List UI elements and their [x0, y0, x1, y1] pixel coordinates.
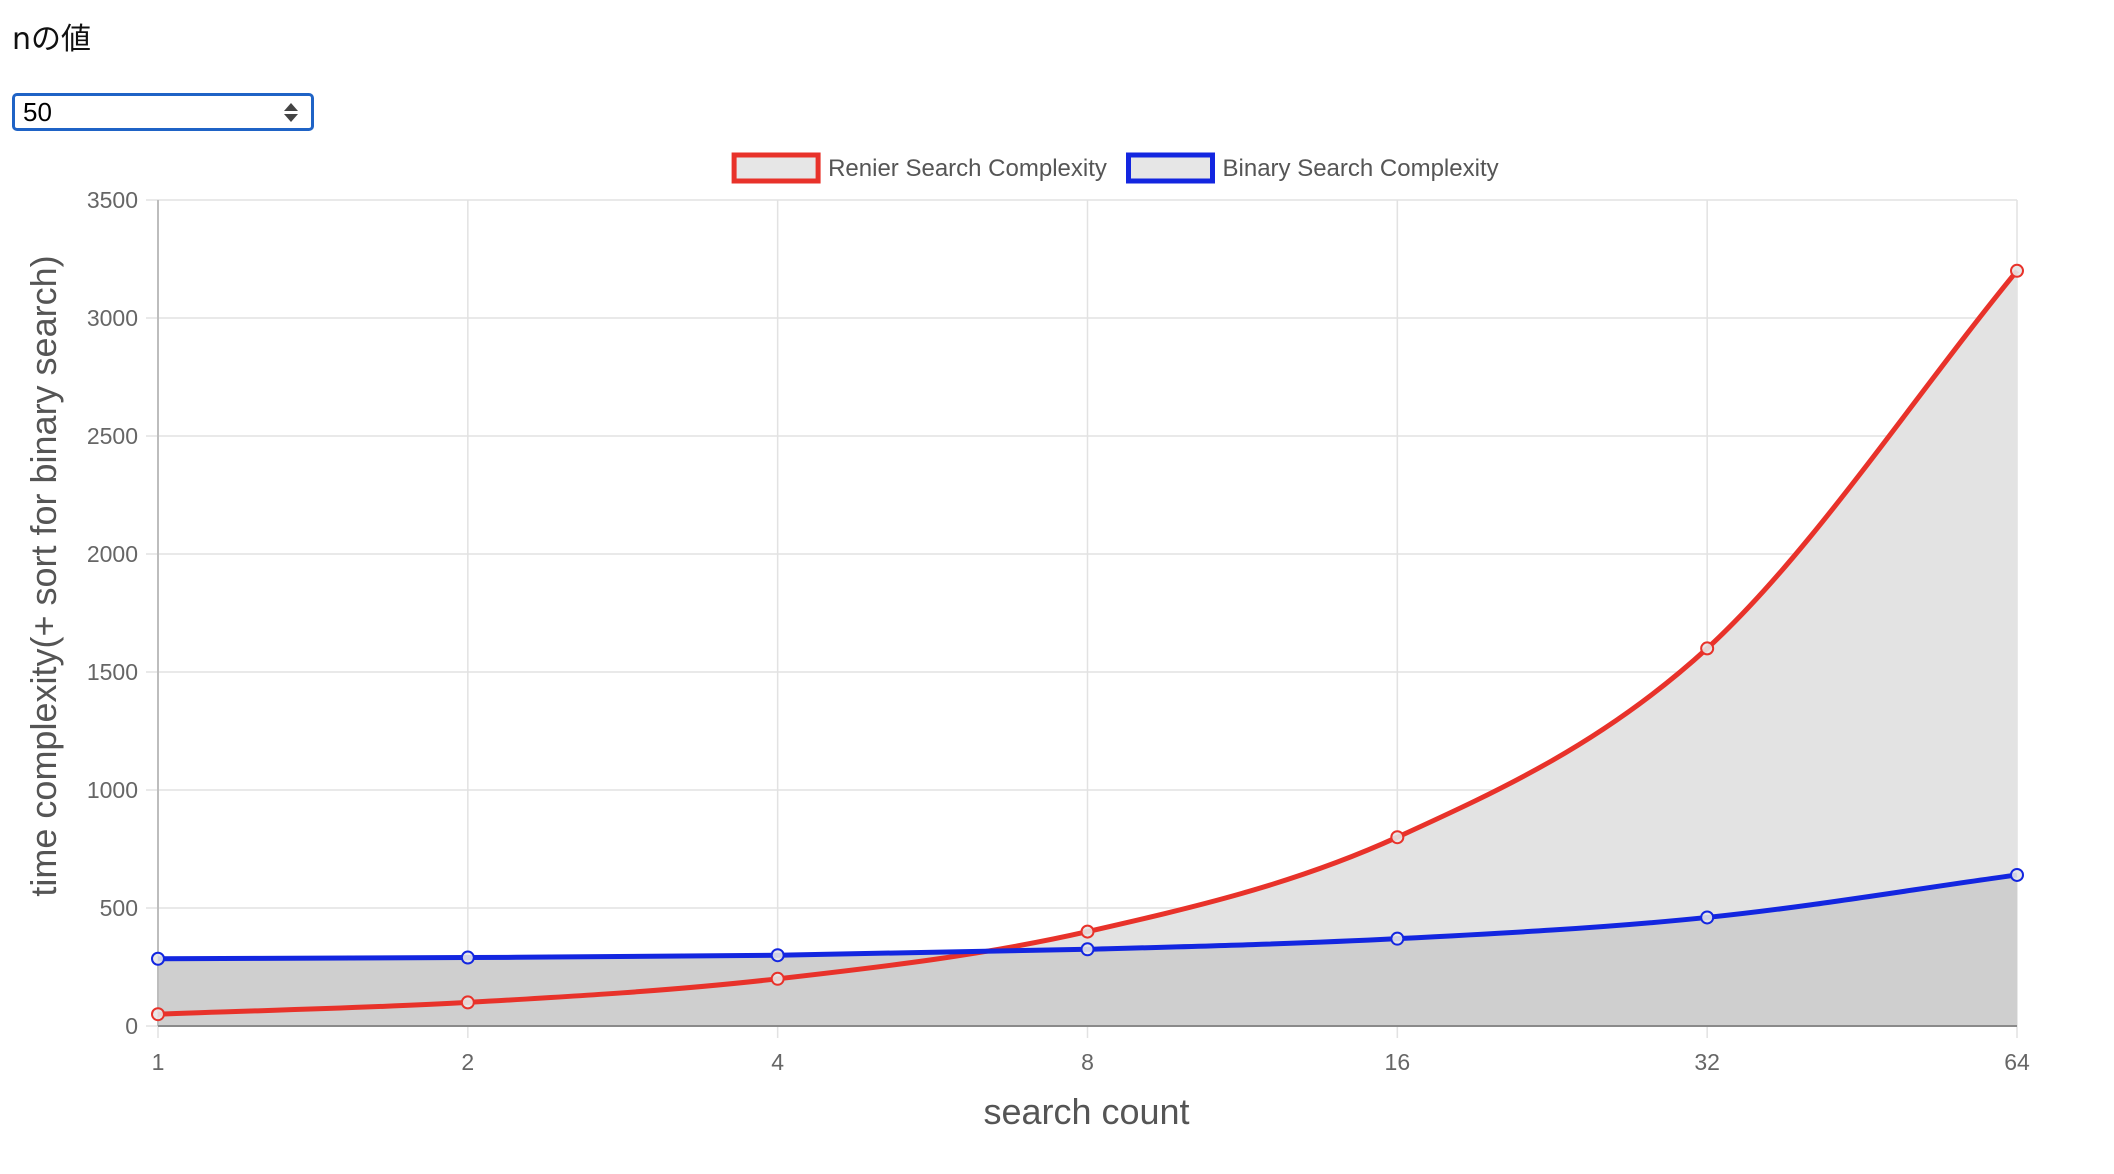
series-points	[151, 263, 2024, 1022]
tick-labels: 0 500 1000 1500 2000 2500 3000 3500 1 2 4 8 16 32 64	[87, 187, 2030, 1075]
y-tick-label: 3000	[87, 305, 138, 331]
data-point-1[interactable]	[1080, 924, 1095, 939]
x-tick-label: 16	[1385, 1049, 1411, 1075]
y-tick-label: 1500	[87, 659, 138, 685]
legend-swatch	[1126, 152, 1215, 184]
x-tick-label: 32	[1694, 1049, 1720, 1075]
y-tick-label: 3500	[87, 187, 138, 213]
data-point-1[interactable]	[1700, 641, 1715, 656]
data-point-2[interactable]	[2010, 867, 2024, 882]
y-tick-label: 1000	[87, 777, 138, 803]
data-point-2[interactable]	[151, 951, 165, 966]
data-point-1[interactable]	[1390, 830, 1405, 845]
x-axis-title: search count	[983, 1091, 1189, 1132]
y-axis-title: time complexity(+ sort for binary search…	[23, 255, 64, 896]
series-area-1	[158, 270, 2017, 1026]
axes	[157, 200, 2017, 1027]
data-point-2[interactable]	[1080, 942, 1095, 957]
legend-item-2[interactable]: Binary Search Complexity	[1126, 152, 1499, 184]
x-tick-label: 4	[771, 1049, 784, 1075]
stepper-down-icon[interactable]	[284, 113, 298, 122]
data-point-1[interactable]	[2010, 263, 2024, 278]
y-tick-label: 0	[125, 1013, 138, 1039]
data-point-2[interactable]	[1700, 910, 1715, 925]
y-tick-label: 2000	[87, 541, 138, 567]
y-tick-label: 500	[100, 895, 138, 921]
stepper-up-icon[interactable]	[284, 102, 298, 111]
n-value-input[interactable]: 50	[12, 93, 314, 131]
x-tick-label: 2	[461, 1049, 474, 1075]
legend-item-1[interactable]: Renier Search Complexity	[731, 152, 1107, 184]
x-tick-label: 64	[2004, 1049, 2030, 1075]
data-point-2[interactable]	[1390, 931, 1405, 946]
legend-swatch	[731, 152, 821, 184]
x-tick-label: 8	[1081, 1049, 1094, 1075]
y-tick-label: 2500	[87, 423, 138, 449]
n-value-label: nの値	[12, 22, 92, 57]
number-stepper[interactable]	[281, 97, 301, 127]
data-point-2[interactable]	[770, 948, 785, 963]
data-point-1[interactable]	[770, 971, 785, 986]
legend-label: Binary Search Complexity	[1223, 155, 1499, 182]
x-tick-label: 1	[152, 1049, 165, 1075]
data-point-1[interactable]	[460, 995, 475, 1010]
data-point-1[interactable]	[151, 1007, 165, 1022]
n-value-text: 50	[23, 96, 52, 127]
legend: Renier Search Complexity Binary Search Co…	[731, 152, 1499, 184]
data-point-2[interactable]	[460, 950, 475, 965]
legend-label: Renier Search Complexity	[828, 155, 1107, 182]
